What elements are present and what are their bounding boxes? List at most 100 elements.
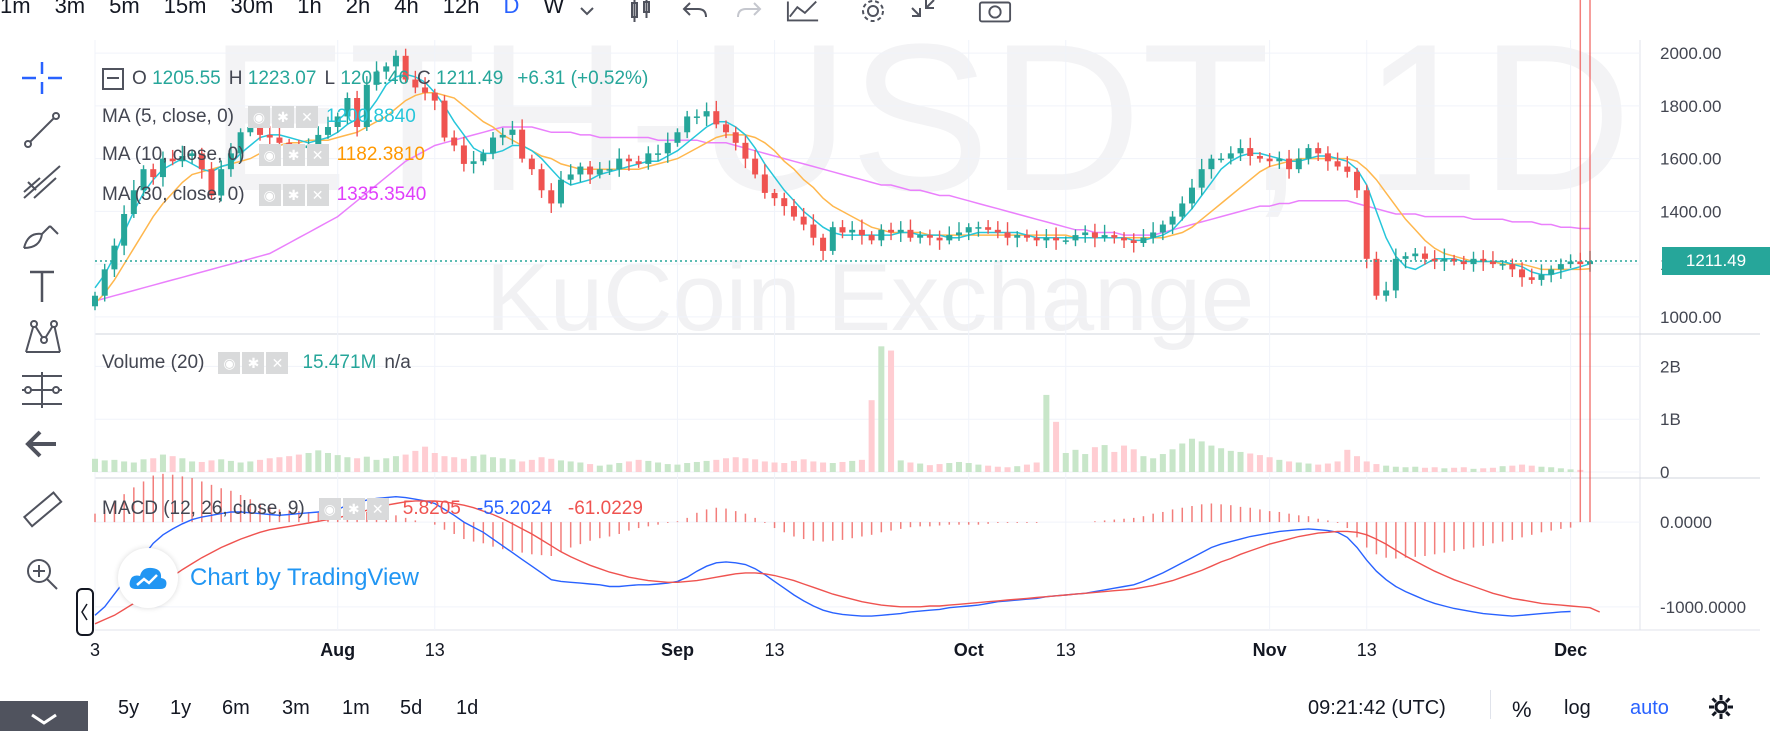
candle: [1159, 224, 1166, 233]
volume-bar: [878, 346, 885, 472]
eye-icon[interactable]: ◉: [258, 184, 281, 206]
trend-line-icon[interactable]: [14, 106, 70, 154]
macd-legend[interactable]: MACD (12, 26, close, 9) ◉ ✱ ✕ 5.8205 -55.2…: [102, 498, 643, 520]
volume-bar: [460, 458, 467, 472]
volume-bar: [392, 456, 399, 472]
scroll-handle[interactable]: [76, 588, 94, 636]
range-5d[interactable]: 5d: [400, 697, 423, 719]
volume-bar: [441, 456, 448, 472]
ma30-legend[interactable]: MA (30, close, 0) ◉ ✱ ✕ 1335.3540: [102, 184, 426, 206]
candle: [519, 129, 526, 159]
volume-bar: [208, 460, 215, 472]
arrow-left-icon[interactable]: [14, 420, 70, 468]
ma10-legend[interactable]: MA (10, close, 0) ◉ ✱ ✕ 1182.3810: [102, 144, 425, 166]
timeframe-W[interactable]: W: [543, 0, 565, 18]
volume-bar: [917, 463, 924, 472]
undo-icon[interactable]: [678, 0, 712, 26]
candle: [1140, 237, 1147, 243]
redo-icon[interactable]: [732, 0, 766, 26]
eye-icon[interactable]: ◉: [218, 352, 241, 374]
log-toggle[interactable]: log: [1564, 697, 1591, 719]
timeframe-2h[interactable]: 2h: [345, 0, 371, 18]
timeframe-4h[interactable]: 4h: [394, 0, 419, 18]
range-3m[interactable]: 3m: [282, 697, 310, 719]
range-5y[interactable]: 5y: [118, 697, 140, 719]
tradingview-badge[interactable]: Chart by TradingView: [118, 548, 419, 608]
ruler-icon[interactable]: [14, 486, 70, 534]
range-6m[interactable]: 6m: [222, 697, 250, 719]
brush-icon[interactable]: [14, 210, 70, 258]
collapse-legend-icon[interactable]: [102, 68, 124, 90]
volume-bar: [169, 456, 176, 472]
candle: [266, 134, 273, 138]
volume-bar: [1383, 465, 1390, 472]
percent-toggle[interactable]: %: [1512, 697, 1532, 722]
auto-toggle[interactable]: auto: [1630, 697, 1669, 719]
range-1d[interactable]: 1d: [456, 697, 479, 719]
close-value: 1211.49: [436, 68, 504, 89]
volume-bar: [363, 456, 370, 472]
close-icon[interactable]: ✕: [306, 144, 329, 166]
volume-bar: [761, 461, 768, 472]
gear-icon[interactable]: ✱: [272, 106, 294, 128]
volume-bar: [548, 458, 555, 472]
candle: [1053, 237, 1060, 241]
high-label: H: [228, 68, 243, 89]
crosshair-icon[interactable]: [14, 54, 70, 102]
gear-icon[interactable]: ✱: [242, 352, 265, 374]
timeframe-12h[interactable]: 12h: [442, 0, 480, 18]
chevron-down-icon[interactable]: [570, 0, 604, 26]
volume-tick-label: 1B: [1660, 410, 1681, 429]
prediction-tool-icon[interactable]: [14, 366, 70, 414]
pattern-tool-icon[interactable]: [14, 314, 70, 362]
high-value: 1223.07: [247, 68, 317, 89]
range-1y[interactable]: 1y: [170, 697, 192, 719]
gear-icon[interactable]: ✱: [282, 184, 305, 206]
candle: [169, 158, 176, 162]
candle: [1489, 261, 1496, 265]
candle: [257, 127, 264, 135]
ohlc-legend: O 1205.55 H 1223.07 L 1201.46 C 1211.49 …: [102, 68, 648, 90]
close-icon[interactable]: ✕: [296, 106, 318, 128]
volume-legend[interactable]: Volume (20) ◉ ✱ ✕ 15.471M n/a: [102, 352, 411, 374]
volume-bar: [1198, 441, 1205, 472]
change-value: +6.31 (+0.52%): [517, 68, 649, 89]
gear-icon[interactable]: [1708, 694, 1734, 725]
candle: [810, 224, 817, 238]
chart-canvas[interactable]: ETH-USDT, 1D KuCoin Exchange 1000.001200…: [0, 0, 1770, 690]
fullscreen-icon[interactable]: [906, 0, 940, 26]
settings-icon[interactable]: [856, 0, 890, 26]
volume-bar: [684, 463, 691, 472]
compare-chart-icon[interactable]: [786, 0, 820, 26]
timeframe-D[interactable]: D: [503, 0, 520, 18]
eye-icon[interactable]: ◉: [248, 106, 270, 128]
close-icon[interactable]: ✕: [266, 352, 289, 374]
eye-icon[interactable]: ◉: [258, 144, 281, 166]
ma5-legend[interactable]: MA (5, close, 0) ◉ ✱ ✕ 1200.8840: [102, 106, 416, 128]
timeframe-1m[interactable]: 1m: [0, 0, 31, 18]
volume-bar: [693, 461, 700, 472]
candle: [1315, 148, 1322, 154]
eye-icon[interactable]: ◉: [318, 498, 341, 520]
timeframe-5m[interactable]: 5m: [109, 0, 140, 18]
timeframe-1h[interactable]: 1h: [297, 0, 322, 18]
candle: [1043, 237, 1050, 241]
range-1m[interactable]: 1m: [342, 697, 370, 719]
close-icon[interactable]: ✕: [366, 498, 389, 520]
candle: [150, 169, 157, 178]
close-icon[interactable]: ✕: [306, 184, 329, 206]
zoom-in-icon[interactable]: [14, 550, 70, 598]
fib-tool-icon[interactable]: [14, 158, 70, 206]
text-tool-icon[interactable]: [14, 262, 70, 310]
timeframe-30m[interactable]: 30m: [230, 0, 274, 18]
candles-icon[interactable]: [624, 0, 658, 26]
gear-icon[interactable]: ✱: [282, 144, 305, 166]
candle: [1354, 171, 1361, 191]
volume-bar: [567, 461, 574, 472]
time-tick-label: 13: [1056, 640, 1076, 660]
timeframe-3m[interactable]: 3m: [54, 0, 86, 18]
camera-icon[interactable]: [978, 0, 1012, 26]
gear-icon[interactable]: ✱: [342, 498, 365, 520]
volume-bar: [936, 464, 943, 472]
timeframe-15m[interactable]: 15m: [163, 0, 207, 18]
